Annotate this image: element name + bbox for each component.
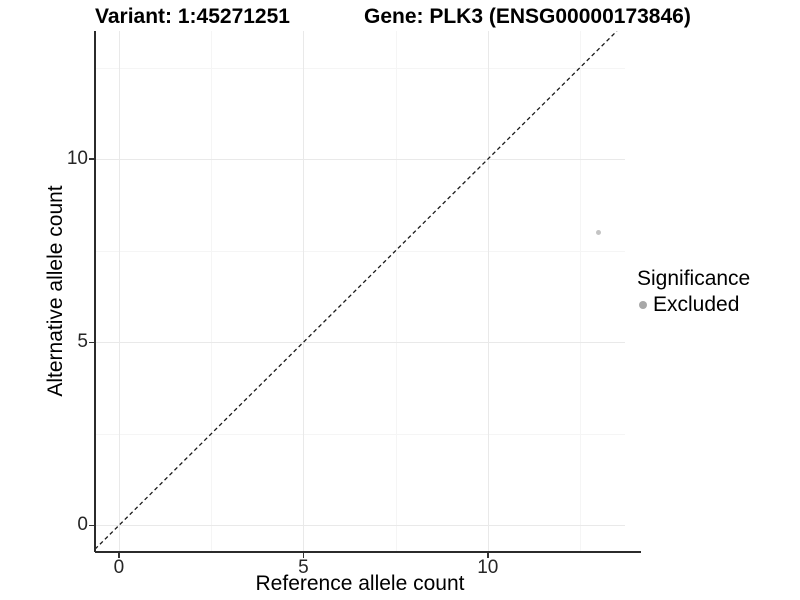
plot-panel xyxy=(95,31,625,551)
legend: Significance Excluded xyxy=(637,267,750,317)
x-major-gridline xyxy=(487,31,489,551)
y-minor-gridline xyxy=(95,67,625,69)
y-major-gridline xyxy=(95,159,625,161)
y-axis-title: Alternative allele count xyxy=(44,185,67,397)
x-axis-title: Reference allele count xyxy=(255,572,465,595)
legend-key-dot-icon xyxy=(639,301,647,309)
y-tick-mark xyxy=(89,524,94,527)
x-minor-gridline xyxy=(211,31,213,551)
x-tick-label: 5 xyxy=(298,557,309,578)
y-major-gridline xyxy=(95,342,625,344)
x-major-gridline xyxy=(303,31,305,551)
y-minor-gridline xyxy=(95,250,625,252)
x-axis-line xyxy=(95,551,641,553)
x-tick-mark xyxy=(487,553,489,558)
legend-item-label: Excluded xyxy=(653,293,740,316)
y-axis-line xyxy=(94,31,96,552)
y-minor-gridline xyxy=(95,433,625,435)
y-tick-label: 5 xyxy=(77,331,88,353)
gene-title: Gene: PLK3 (ENSG00000173846) xyxy=(364,5,691,28)
y-major-gridline xyxy=(95,525,625,527)
x-major-gridline xyxy=(118,31,120,551)
y-tick-label: 10 xyxy=(66,148,88,170)
identity-dashed-line xyxy=(95,31,618,550)
x-tick-mark xyxy=(118,553,120,558)
legend-title: Significance xyxy=(637,267,751,290)
identity-line-layer xyxy=(95,31,618,550)
x-tick-label: 10 xyxy=(477,557,499,578)
x-tick-mark xyxy=(302,553,305,558)
y-tick-label: 0 xyxy=(77,514,88,536)
x-minor-gridline xyxy=(580,31,581,551)
y-tick-mark xyxy=(89,158,94,160)
x-minor-gridline xyxy=(395,31,397,551)
variant-title: Variant: 1:45271251 xyxy=(95,5,290,28)
data-point xyxy=(595,229,601,235)
legend-item-excluded: Excluded xyxy=(637,293,750,317)
y-tick-mark xyxy=(89,341,94,344)
x-tick-label: 0 xyxy=(113,557,125,578)
